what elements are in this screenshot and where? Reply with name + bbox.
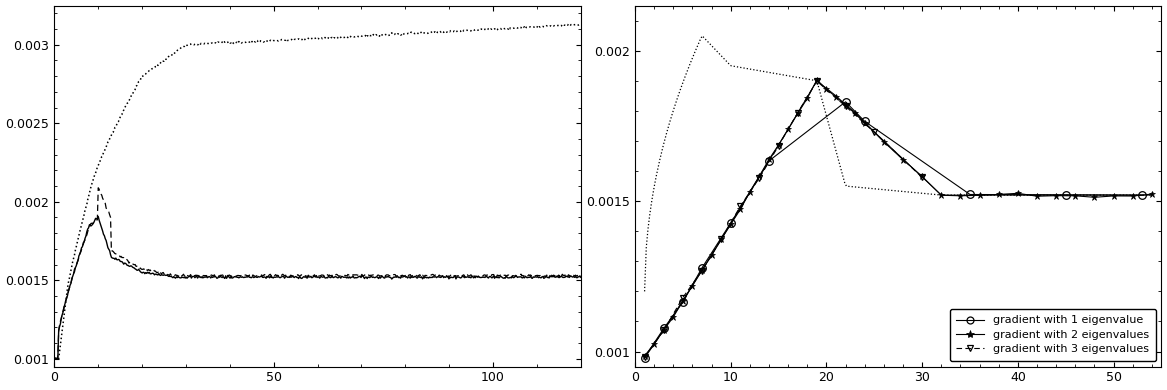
Legend: gradient with 1 eigenvalue, gradient with 2 eigenvalues, gradient with 3 eigenva: gradient with 1 eigenvalue, gradient wit… (950, 309, 1155, 361)
